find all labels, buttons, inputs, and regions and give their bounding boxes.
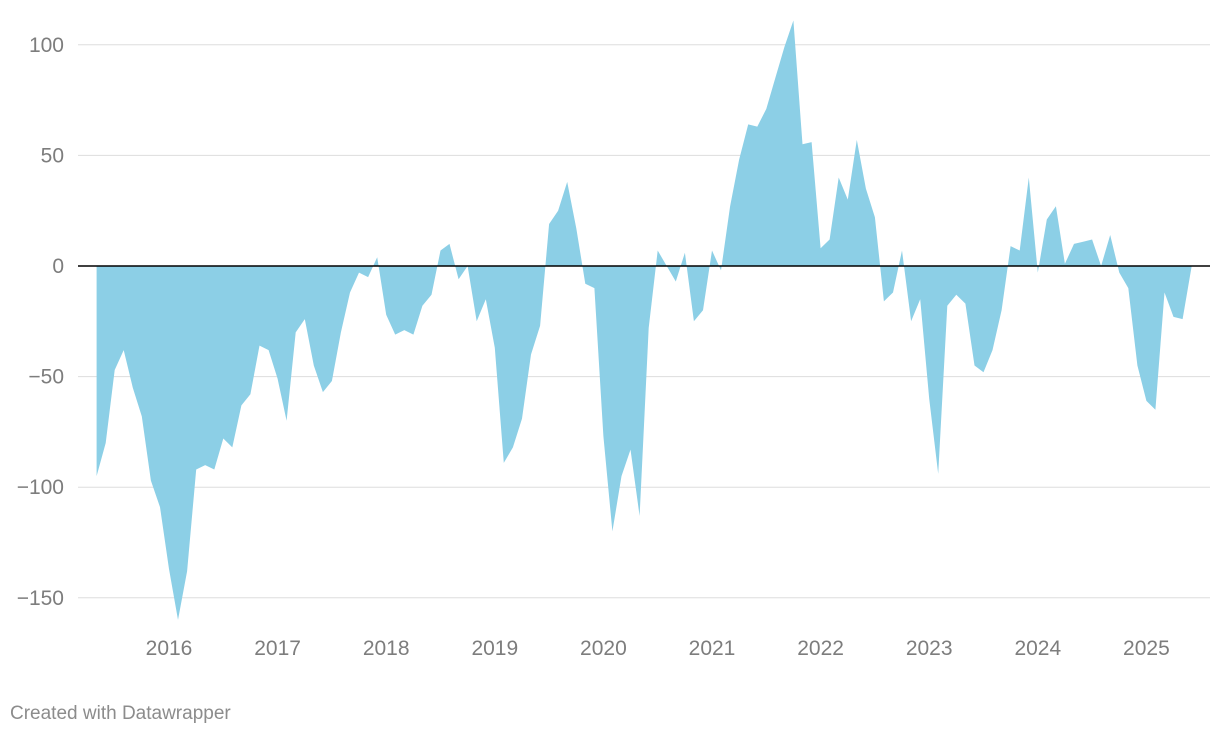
x-tick-label: 2022 [797,637,844,660]
y-tick-label: −50 [28,366,64,389]
y-axis-labels: 100 50 0 −50 −100 −150 [17,34,64,610]
credit-text: Created with Datawrapper [10,703,231,724]
x-tick-label: 2016 [146,637,193,660]
x-tick-label: 2017 [254,637,301,660]
x-tick-label: 2018 [363,637,410,660]
y-tick-label: −100 [17,476,64,499]
x-tick-label: 2023 [906,637,953,660]
y-tick-label: 50 [41,144,64,167]
x-tick-label: 2025 [1123,637,1170,660]
x-tick-label: 2024 [1014,637,1061,660]
x-tick-label: 2021 [689,637,736,660]
y-tick-label: 0 [52,255,64,278]
x-axis-labels: 2016 2017 2018 2019 2020 2021 2022 2023 2024 2025 [146,637,1170,660]
y-tick-label: 100 [29,34,64,57]
data-area [96,20,1192,620]
x-tick-label: 2019 [471,637,518,660]
x-tick-label: 2020 [580,637,627,660]
y-tick-label: −150 [17,587,64,610]
